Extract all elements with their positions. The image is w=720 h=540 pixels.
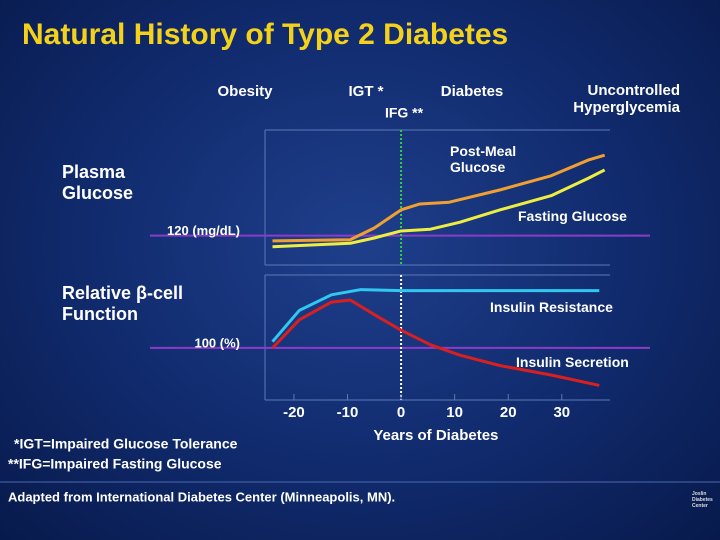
stage-label: IGT * bbox=[348, 83, 383, 100]
x-tick-label: 30 bbox=[553, 404, 570, 421]
stage-label: Obesity bbox=[217, 83, 273, 100]
reference-label: 120 (mg/dL) bbox=[167, 223, 240, 238]
stage-label: Uncontrolled Hyperglycemia bbox=[573, 82, 680, 117]
x-tick-label: -20 bbox=[283, 404, 305, 421]
x-tick-label: 20 bbox=[500, 404, 517, 421]
series-label: Insulin Resistance bbox=[490, 299, 613, 315]
series-label: Post-Meal Glucose bbox=[450, 143, 517, 176]
series-line bbox=[271, 298, 600, 387]
series-label: Fasting Glucose bbox=[518, 208, 627, 224]
series-line bbox=[272, 153, 606, 243]
series-line bbox=[271, 288, 600, 343]
reference-label: 100 (%) bbox=[194, 335, 240, 350]
y-label: Relative β-cell Function bbox=[62, 283, 184, 324]
footnote: *IGT=Impaired Glucose Tolerance bbox=[14, 436, 238, 452]
series-label: Insulin Secretion bbox=[516, 354, 629, 370]
x-tick-label: -10 bbox=[337, 404, 359, 421]
x-axis-label: Years of Diabetes bbox=[373, 427, 498, 444]
footnote: **IFG=Impaired Fasting Glucose bbox=[8, 456, 222, 472]
slide-title: Natural History of Type 2 Diabetes bbox=[22, 18, 508, 51]
series-line bbox=[272, 168, 606, 249]
x-tick-label: 0 bbox=[397, 404, 405, 421]
x-tick-label: 10 bbox=[446, 404, 463, 421]
stage-label: Diabetes bbox=[441, 83, 504, 100]
stage-label: IFG ** bbox=[385, 105, 424, 121]
logo: Joslin Diabetes Center bbox=[692, 491, 713, 509]
y-label: Plasma Glucose bbox=[62, 162, 134, 203]
source: Adapted from International Diabetes Cent… bbox=[8, 489, 395, 504]
